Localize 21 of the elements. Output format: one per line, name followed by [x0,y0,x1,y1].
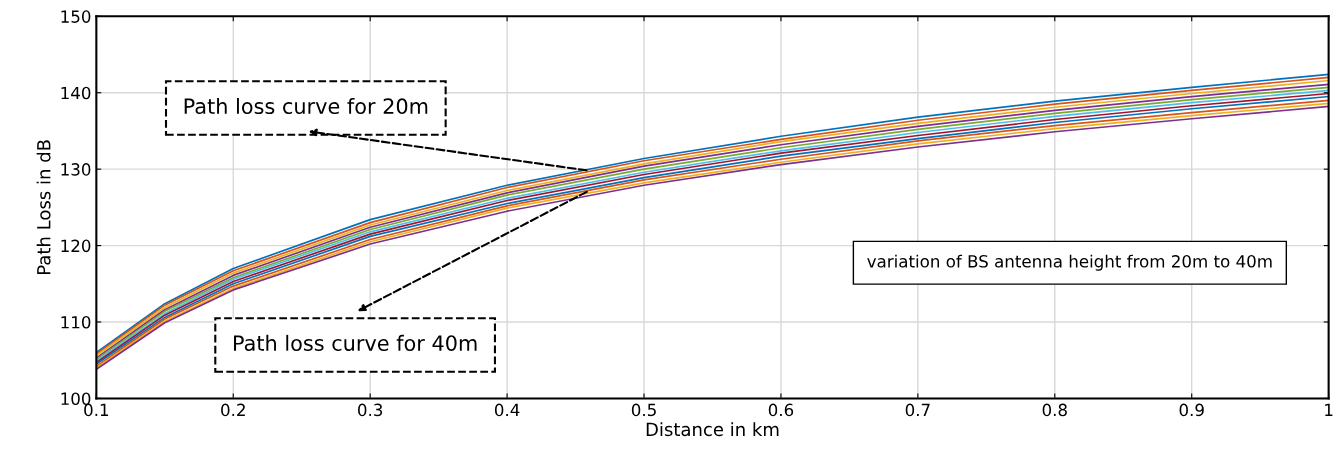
y-tick-label: 110 [61,315,91,329]
annotation: Path loss curve for 20m [184,97,428,115]
x-tick-label: 0.7 [905,403,930,417]
x-tick-label: 0.4 [494,403,520,417]
y-axis-title: Path Loss in dB [36,140,51,274]
y-tick-label: 140 [61,86,91,100]
x-tick-label: 0.8 [1042,403,1067,417]
x-axis-title: Distance in km [646,422,779,437]
annotation: variation of BS antenna height from 20m to 40m [867,254,1272,271]
annotation: Path loss curve for 40m [234,334,477,351]
x-tick-label: 0.1 [84,403,109,417]
y-tick-label: 150 [61,10,91,23]
x-tick-label: 0.6 [768,403,794,417]
y-tick-label: 100 [61,392,91,405]
x-tick-label: 0.5 [631,403,656,417]
x-tick-label: 0.3 [358,403,383,417]
x-tick-label: 0.2 [221,403,245,417]
x-tick-label: 0.9 [1179,403,1204,417]
x-tick-label: 1 [1325,403,1333,416]
y-tick-label: 130 [61,163,91,176]
y-tick-label: 120 [61,239,91,253]
